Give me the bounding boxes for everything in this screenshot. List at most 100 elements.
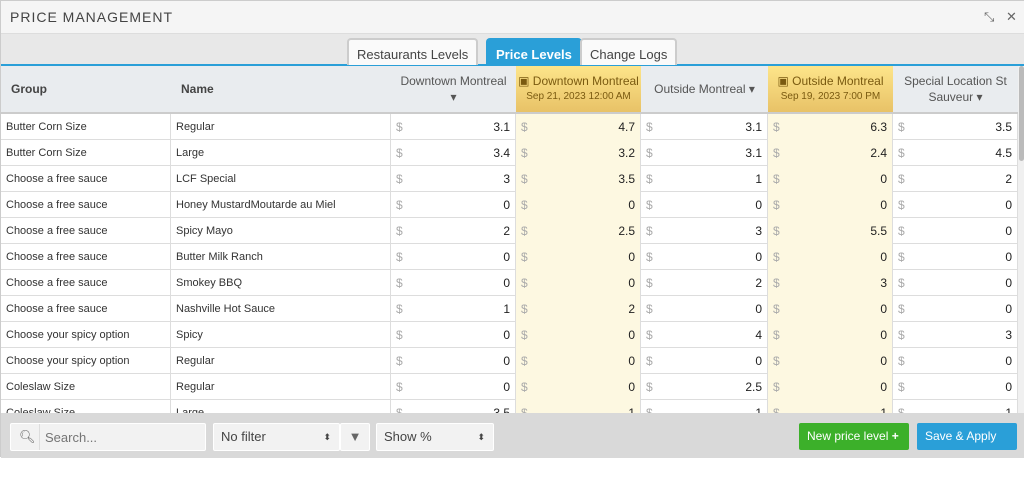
price-cell[interactable]: $3.5 (516, 166, 641, 192)
price-cell[interactable]: $2 (391, 218, 516, 244)
price-cell[interactable]: $2 (516, 296, 641, 322)
price-cell[interactable]: $0 (391, 322, 516, 348)
price-cell[interactable]: $0 (516, 192, 641, 218)
schedule-date: Sep 21, 2023 12:00 AM (526, 91, 631, 102)
price-cell[interactable]: $0 (516, 270, 641, 296)
price-cell[interactable]: $0 (641, 348, 768, 374)
search-input[interactable] (39, 424, 204, 450)
price-cell[interactable]: $0 (641, 244, 768, 270)
header-name[interactable]: Name (171, 66, 391, 114)
price-cell[interactable]: $3.5 (391, 400, 516, 413)
show-percent-select[interactable]: Show % ⬍ (376, 423, 494, 451)
tab-bar: Restaurants Levels Price Levels Change L… (1, 34, 1024, 66)
price-cell[interactable]: $1 (516, 400, 641, 413)
currency-symbol: $ (646, 328, 653, 342)
price-cell[interactable]: $3.5 (893, 114, 1018, 140)
tab-restaurants-levels[interactable]: Restaurants Levels (347, 38, 479, 65)
price-cell[interactable]: $2 (893, 166, 1018, 192)
price-cell[interactable]: $0 (768, 192, 893, 218)
header-outside-montreal-scheduled[interactable]: ▣ Outside Montreal Sep 19, 2023 7:00 PM (768, 66, 893, 114)
currency-symbol: $ (646, 406, 653, 413)
header-group[interactable]: Group (1, 66, 171, 114)
price-cell[interactable]: $0 (391, 348, 516, 374)
price-cell[interactable]: $0 (768, 296, 893, 322)
price-cell[interactable]: $3.1 (641, 114, 768, 140)
button-label: New price level (807, 429, 889, 443)
price-cell[interactable]: $4.7 (516, 114, 641, 140)
price-cell[interactable]: $0 (893, 296, 1018, 322)
price-cell[interactable]: $0 (391, 192, 516, 218)
price-cell[interactable]: $2 (641, 270, 768, 296)
price-cell[interactable]: $1 (391, 296, 516, 322)
currency-symbol: $ (396, 354, 403, 368)
price-cell[interactable]: $2.4 (768, 140, 893, 166)
price-cell[interactable]: $0 (516, 374, 641, 400)
close-icon[interactable]: ✕ (1006, 9, 1017, 24)
price-cell[interactable]: $1 (641, 166, 768, 192)
price-cell[interactable]: $0 (893, 218, 1018, 244)
tab-change-logs[interactable]: Change Logs (580, 38, 678, 65)
price-cell[interactable]: $3 (641, 218, 768, 244)
price-cell[interactable]: $0 (391, 374, 516, 400)
price-cell[interactable]: $0 (516, 348, 641, 374)
price-cell[interactable]: $1 (893, 400, 1018, 413)
price-cell[interactable]: $0 (893, 244, 1018, 270)
header-downtown-montreal[interactable]: Downtown Montreal ▾ (391, 66, 516, 114)
price-cell[interactable]: $0 (641, 296, 768, 322)
name-cell: Nashville Hot Sauce (171, 296, 391, 322)
price-cell[interactable]: $0 (893, 348, 1018, 374)
price-cell[interactable]: $0 (893, 192, 1018, 218)
price-cell[interactable]: $0 (768, 374, 893, 400)
price-cell[interactable]: $0 (768, 166, 893, 192)
vertical-scrollbar[interactable] (1018, 66, 1024, 413)
price-cell[interactable]: $3.1 (391, 114, 516, 140)
price-cell[interactable]: $3.2 (516, 140, 641, 166)
price-value: 3 (503, 172, 510, 186)
price-value: 1 (755, 172, 762, 186)
price-cell[interactable]: $0 (768, 348, 893, 374)
group-cell: Choose a free sauce (1, 244, 171, 270)
currency-symbol: $ (773, 328, 780, 342)
filter-select[interactable]: No filter ⬍ (213, 423, 340, 451)
header-outside-montreal[interactable]: Outside Montreal ▾ (641, 66, 768, 114)
price-cell[interactable]: $0 (768, 322, 893, 348)
footer-toolbar: 🔍︎ No filter ⬍ ▼ Show % ⬍ New price level … (1, 413, 1024, 470)
price-cell[interactable]: $2.5 (641, 374, 768, 400)
price-cell[interactable]: $0 (641, 192, 768, 218)
price-cell[interactable]: $0 (768, 244, 893, 270)
currency-symbol: $ (646, 250, 653, 264)
collapse-icon[interactable]: ⤡ (984, 9, 995, 24)
price-cell[interactable]: $0 (516, 322, 641, 348)
search-box[interactable]: 🔍︎ (10, 423, 206, 451)
price-cell[interactable]: $0 (391, 270, 516, 296)
price-cell[interactable]: $3.4 (391, 140, 516, 166)
tab-price-levels[interactable]: Price Levels (486, 38, 582, 65)
price-cell[interactable]: $3.1 (641, 140, 768, 166)
save-apply-button[interactable]: Save & Apply 🖫 (917, 423, 1017, 470)
price-value: 3.1 (745, 120, 762, 134)
price-cell[interactable]: $1 (768, 400, 893, 413)
price-cell[interactable]: $3 (391, 166, 516, 192)
filter-icon[interactable]: ▼ (340, 423, 370, 451)
price-cell[interactable]: $0 (893, 270, 1018, 296)
header-downtown-montreal-scheduled[interactable]: ▣ Downtown Montreal Sep 21, 2023 12:00 AM (516, 66, 641, 114)
table-row: Choose a free sauce LCF Special $3 $3.5 $1 $0… (1, 166, 1018, 192)
price-cell[interactable]: $0 (391, 244, 516, 270)
header-special-location[interactable]: Special Location St Sauveur ▾ (893, 66, 1018, 114)
price-cell[interactable]: $1 (641, 400, 768, 413)
price-value: 3.1 (745, 146, 762, 160)
new-price-level-button[interactable]: New price level + (799, 423, 909, 450)
table-row: Butter Corn Size Regular $3.1 $4.7 $3.1 $6.3 $… (1, 114, 1018, 140)
group-cell: Choose your spicy option (1, 348, 171, 374)
price-cell[interactable]: $0 (893, 374, 1018, 400)
price-cell[interactable]: $6.3 (768, 114, 893, 140)
price-cell[interactable]: $4 (641, 322, 768, 348)
price-cell[interactable]: $0 (516, 244, 641, 270)
scrollbar-thumb[interactable] (1019, 66, 1024, 161)
price-cell[interactable]: $4.5 (893, 140, 1018, 166)
price-cell[interactable]: $5.5 (768, 218, 893, 244)
price-cell[interactable]: $3 (768, 270, 893, 296)
price-cell[interactable]: $3 (893, 322, 1018, 348)
price-cell[interactable]: $2.5 (516, 218, 641, 244)
name-cell: Smokey BBQ (171, 270, 391, 296)
